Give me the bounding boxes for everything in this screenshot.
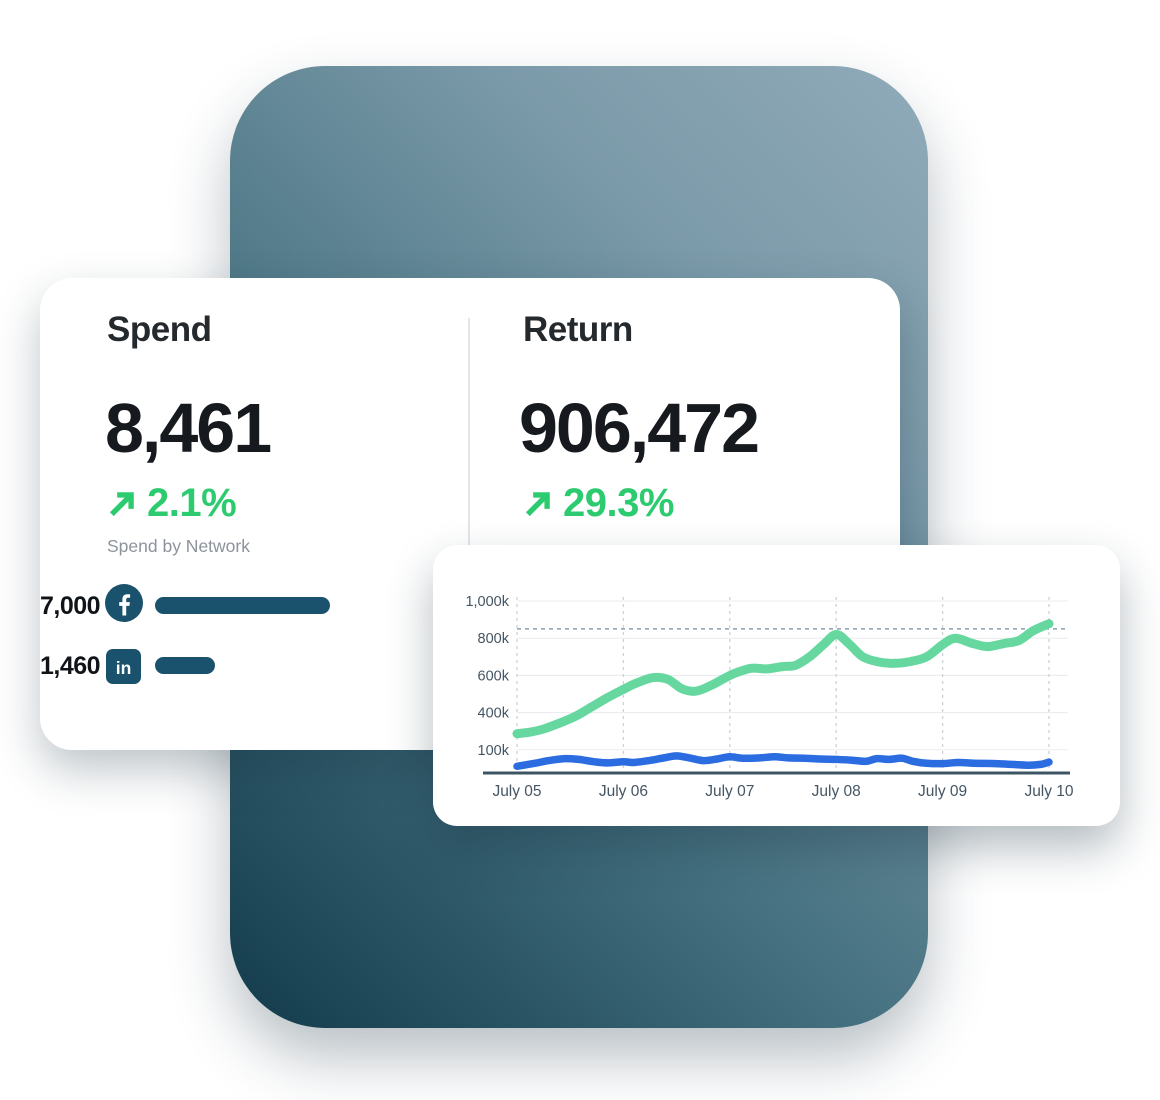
y-tick-label: 400k [478, 706, 510, 722]
spend-value: 8,461 [105, 389, 272, 467]
stats-card: Spend 8,461 2.1% Spend by Network 7,000 … [40, 278, 900, 750]
spend-series-line [513, 752, 1053, 771]
vertical-gridlines [516, 597, 1050, 773]
linkedin-spend-value: 1,460 [40, 652, 101, 680]
x-tick-label: July 10 [1024, 783, 1073, 800]
spend-by-network-label: Spend by Network [107, 536, 250, 556]
facebook-spend-row: 7,000 [40, 584, 900, 624]
y-tick-label: 100k [478, 743, 510, 759]
return-change-row: 29.3% [523, 481, 674, 526]
x-tick-labels: July 05 July 06 July 07 July 08 July 09 July … [492, 783, 1073, 800]
x-tick-label: July 08 [812, 783, 861, 800]
y-tick-label: 800k [478, 631, 510, 647]
x-tick-label: July 05 [492, 783, 541, 800]
y-tick-label: 1,000k [465, 594, 509, 610]
horizontal-gridlines [517, 600, 1068, 751]
spend-change-row: 2.1% [107, 481, 237, 526]
linkedin-spend-row: in 1,460 [40, 648, 900, 688]
facebook-spend-value: 7,000 [40, 592, 101, 620]
arrow-up-right-icon [109, 491, 134, 516]
chart-card: 1,000k 800k 600k 400k 100k July 05 July 06 July… [433, 545, 1120, 826]
spend-title: Spend [107, 310, 212, 349]
return-title: Return [523, 310, 633, 349]
return-series-line [512, 619, 1054, 739]
arrow-up-right-icon [525, 491, 550, 516]
spend-change: 2.1% [147, 481, 237, 525]
return-value: 906,472 [519, 389, 760, 467]
x-tick-label: July 07 [705, 783, 754, 800]
column-divider [468, 318, 470, 648]
facebook-icon [105, 584, 143, 622]
linkedin-icon: in [106, 649, 141, 684]
x-tick-label: July 09 [918, 783, 967, 800]
x-tick-label: July 06 [599, 783, 648, 800]
linkedin-spend-bar [155, 657, 215, 674]
y-tick-label: 600k [478, 668, 510, 684]
y-tick-labels: 1,000k 800k 600k 400k 100k [465, 594, 509, 759]
return-change: 29.3% [563, 481, 674, 525]
facebook-spend-bar [155, 597, 330, 614]
svg-text:in: in [116, 658, 132, 678]
